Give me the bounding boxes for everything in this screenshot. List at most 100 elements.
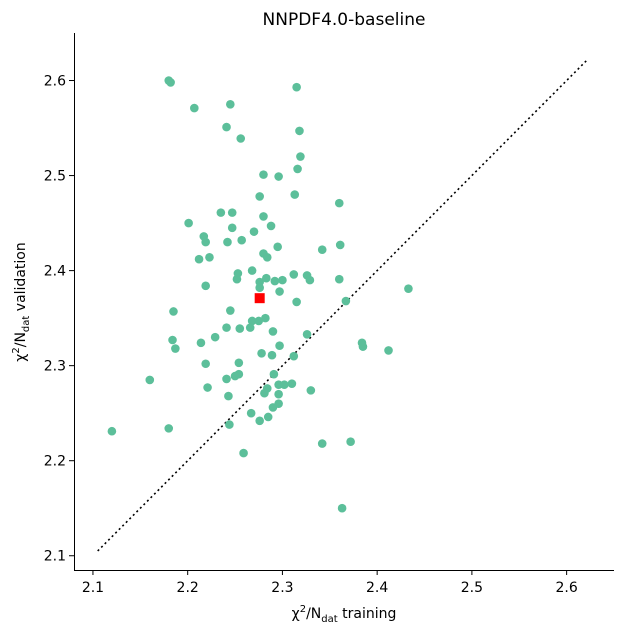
scatter-point [334,198,344,208]
scatter-point [302,329,312,339]
scatter-point [296,152,305,161]
scatter-point [245,323,255,332]
scatter-point [268,327,278,336]
scatter-point [224,391,233,401]
scatter-point [295,126,304,136]
scatter-point [169,307,178,316]
scatter-point [164,424,174,433]
scatter-point [404,284,413,293]
scatter-point [262,253,272,262]
scatter-point [270,276,280,286]
scatter-point [216,208,226,217]
scatter-point [260,388,269,398]
scatter-point [334,274,344,284]
scatter-point [293,164,302,174]
scatter-point [274,389,283,399]
y-tick-label: 2.4 [44,264,66,280]
scatter-point [262,273,271,283]
y-tick-label: 2.3 [44,359,66,375]
scatter-point [255,192,264,201]
scatter-point [292,82,301,92]
scatter-point [246,408,256,418]
scatter-point [268,403,278,412]
scatter-point [223,237,232,247]
scatter-point [337,503,347,513]
scatter-point [171,344,180,353]
scatter-point [201,281,210,291]
diagonal-reference-line [97,59,589,552]
x-tick-label: 2.1 [82,580,104,596]
scatter-point [196,338,206,348]
x-tick-label: 2.5 [461,580,483,596]
scatter-point [194,254,204,264]
scatter-point [184,218,193,228]
x-tick-label: 2.3 [271,580,293,596]
mean-marker [254,293,265,304]
y-axis-label: χ2/Ndat validation [11,242,32,361]
scatter-point [358,342,368,351]
scatter-point [227,208,237,217]
scatter-point [289,270,299,279]
scatter-point [255,416,264,426]
scatter-point [384,346,393,355]
scatter-point [292,297,301,307]
scatter-point [247,316,257,326]
scatter-point [230,371,240,381]
scatter-point [259,170,268,179]
y-tick-label: 2.1 [44,549,66,565]
scatter-point [275,341,284,350]
scatter-point [145,375,155,385]
scatter-point [273,242,282,252]
scatter-point [107,426,117,436]
scatter-point [205,253,214,262]
scatter-point [236,134,246,143]
scatter-point [234,358,244,368]
scatter-point [168,335,177,345]
scatter-point [266,221,276,231]
scatter-point [227,223,237,233]
scatter-point [280,380,289,389]
chart-title: NNPDF4.0-baseline [263,10,426,30]
scatter-point [249,227,259,236]
scatter-point [257,348,266,358]
scatter-point [346,437,355,446]
scatter-point [247,266,257,275]
scatter-point [306,386,316,395]
scatter-point [237,235,246,245]
scatter-point [263,412,273,422]
scatter-point [222,374,231,384]
scatter-point [305,275,315,285]
scatter-point [222,122,231,132]
scatter-point [261,313,270,323]
scatter-point [275,287,284,296]
scatter-point [267,350,277,360]
scatter-point [290,190,300,199]
y-tick-label: 2.6 [44,74,66,90]
scatter-point [259,212,268,221]
scatter-point [335,240,345,250]
scatter-point [317,439,327,448]
scatter-point [232,274,242,284]
scatter-point [210,332,220,342]
scatter-point [226,99,235,109]
x-tick-label: 2.2 [177,580,199,596]
scatter-point [289,351,299,361]
data-points [107,76,413,513]
scatter-point [274,172,283,181]
x-tick-label: 2.6 [555,580,577,596]
scatter-point [201,359,210,369]
axis-ticks: 2.1 2.2 2.3 2.4 2.5 2.6 2.1 2.2 2.3 2.4 2.5 2.6 [44,74,578,596]
scatter-point [254,316,264,326]
scatter-point [166,78,175,87]
scatter-point [235,324,245,333]
scatter-point [203,383,212,392]
scatter-point [225,420,234,429]
x-axis-label: χ2/Ndat training [292,604,397,625]
scatter-point [201,237,210,247]
scatter-point [287,379,297,389]
scatter-point [190,103,199,113]
scatter-point [341,296,351,306]
scatter-point [269,369,279,379]
scatter-point [317,245,327,255]
